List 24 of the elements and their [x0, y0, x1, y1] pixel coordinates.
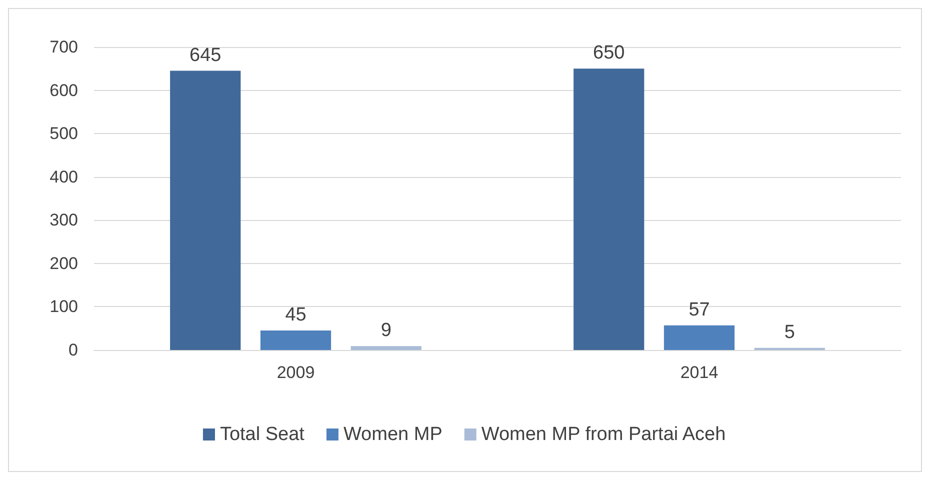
legend-label: Women MP	[343, 424, 442, 445]
x-tick-label: 2014	[680, 363, 718, 382]
data-label: 650	[593, 42, 625, 64]
y-tick-label: 200	[50, 254, 78, 273]
bar	[574, 68, 644, 350]
bar	[350, 346, 422, 350]
bar	[170, 70, 241, 350]
y-tick-label: 100	[50, 297, 78, 316]
bar	[260, 330, 332, 350]
legend-label: Total Seat	[220, 424, 306, 445]
data-label: 9	[380, 320, 392, 342]
y-tick-label: 300	[50, 210, 78, 230]
y-tick-label: 400	[50, 167, 78, 186]
y-tick-label: 0	[68, 340, 78, 360]
data-label: 57	[688, 299, 710, 320]
data-label: 45	[285, 304, 306, 326]
data-label: 645	[190, 44, 222, 66]
legend-label: Women MP from Partai Aceh	[481, 424, 726, 445]
y-tick-label: 500	[50, 124, 78, 144]
data-label: 5	[784, 322, 795, 343]
y-tick-label: 600	[50, 80, 78, 100]
y-tick-label: 700	[50, 38, 78, 56]
x-tick-label: 2009	[276, 363, 315, 382]
bar	[664, 325, 735, 350]
